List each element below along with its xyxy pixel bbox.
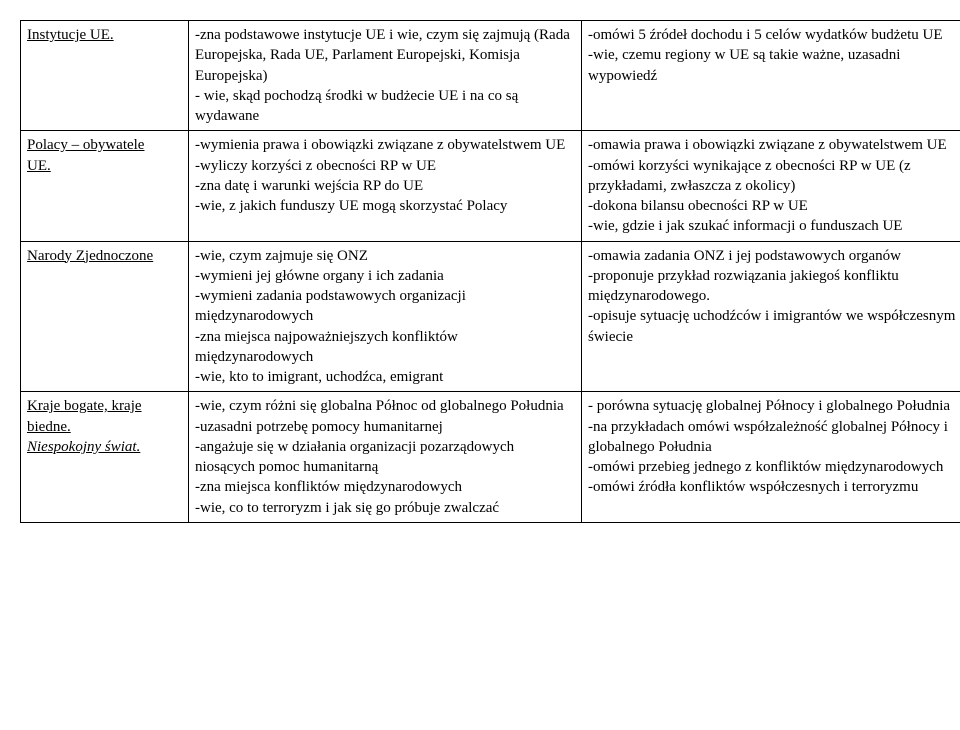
extended-cell: -omawia prawa i obowiązki związane z oby… — [582, 131, 960, 241]
topic-cell: Instytucje UE. — [21, 21, 189, 131]
basic-cell: -zna podstawowe instytucje UE i wie, czy… — [189, 21, 582, 131]
table-row: Narody Zjednoczone -wie, czym zajmuje si… — [21, 241, 960, 392]
topic-cell: Polacy – obywateleUE. — [21, 131, 189, 241]
topic-cell: Narody Zjednoczone — [21, 241, 189, 392]
basic-cell: -wymienia prawa i obowiązki związane z o… — [189, 131, 582, 241]
table-row: Polacy – obywateleUE. -wymienia prawa i … — [21, 131, 960, 241]
extended-cell: -omawia zadania ONZ i jej podstawowych o… — [582, 241, 960, 392]
table-body: Instytucje UE. -zna podstawowe instytucj… — [21, 21, 960, 523]
extended-cell: - porówna sytuację globalnej Północy i g… — [582, 392, 960, 523]
table-row: Instytucje UE. -zna podstawowe instytucj… — [21, 21, 960, 131]
basic-cell: -wie, czym różni się globalna Północ od … — [189, 392, 582, 523]
requirements-table: Instytucje UE. -zna podstawowe instytucj… — [20, 20, 960, 523]
basic-cell: -wie, czym zajmuje się ONZ-wymieni jej g… — [189, 241, 582, 392]
topic-cell: Kraje bogate, krajebiedne.Niespokojny św… — [21, 392, 189, 523]
table-row: Kraje bogate, krajebiedne.Niespokojny św… — [21, 392, 960, 523]
extended-cell: -omówi 5 źródeł dochodu i 5 celów wydatk… — [582, 21, 960, 131]
